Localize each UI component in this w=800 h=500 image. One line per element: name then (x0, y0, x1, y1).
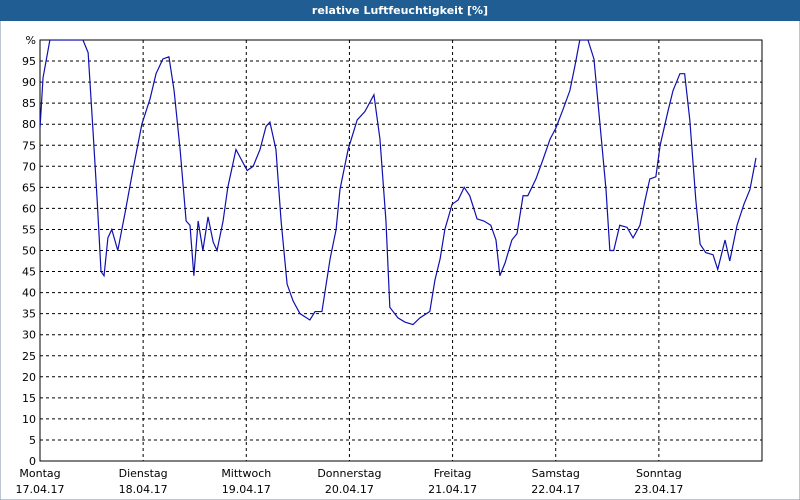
y-tick-label: 25 (22, 350, 36, 363)
x-tick-label: Freitag (434, 467, 472, 480)
y-tick-label: 0 (29, 455, 36, 468)
y-tick-label: 75 (22, 139, 36, 152)
x-tick-label: 17.04.17 (16, 483, 65, 496)
plot-border (39, 39, 763, 462)
x-tick-label: Samstag (532, 467, 580, 480)
data-line (40, 40, 757, 326)
title-bar (0, 0, 800, 21)
x-tick-label: Donnerstag (317, 467, 381, 480)
y-tick-label: 45 (22, 266, 36, 279)
x-tick-label: Sonntag (636, 467, 682, 480)
y-tick-label: 15 (22, 392, 36, 405)
y-tick-label: 50 (22, 245, 36, 258)
x-tick-label: Montag (19, 467, 60, 480)
y-tick-label: 55 (22, 223, 36, 236)
y-tick-label: 10 (22, 413, 36, 426)
y-tick-label: % (26, 34, 36, 47)
y-tick-label: 70 (22, 160, 36, 173)
y-tick-label: 5 (29, 434, 36, 447)
y-tick-label: 85 (22, 97, 36, 110)
x-tick-label: 22.04.17 (531, 483, 580, 496)
y-tick-label: 95 (22, 55, 36, 68)
y-tick-label: 80 (22, 118, 36, 131)
x-tick-label: 21.04.17 (428, 483, 477, 496)
y-tick-label: 30 (22, 329, 36, 342)
x-tick-label: Mittwoch (221, 467, 271, 480)
y-tick-label: 40 (22, 287, 36, 300)
y-tick-label: 60 (22, 202, 36, 215)
x-tick-label: 20.04.17 (325, 483, 374, 496)
chart-title: relative Luftfeuchtigkeit [%] (312, 4, 488, 17)
x-tick-label: 23.04.17 (634, 483, 683, 496)
x-tick-label: Dienstag (119, 467, 168, 480)
x-tick-label: 18.04.17 (119, 483, 168, 496)
y-tick-label: 35 (22, 308, 36, 321)
y-tick-label: 20 (22, 371, 36, 384)
x-tick-label: 19.04.17 (222, 483, 271, 496)
y-tick-label: 65 (22, 181, 36, 194)
y-tick-label: 90 (22, 76, 36, 89)
